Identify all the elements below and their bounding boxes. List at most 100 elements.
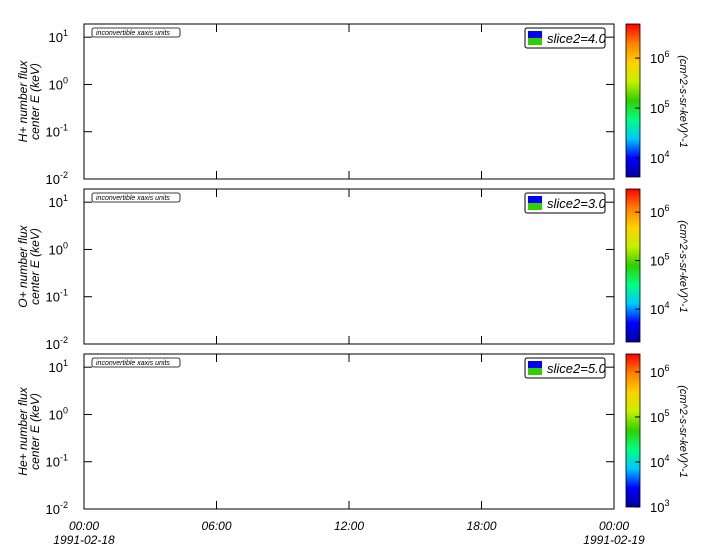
legend-icon [528,196,542,203]
tick-exponent: 0 [63,405,68,415]
y-axis-label: center E (keV) [28,63,42,140]
tick-exponent: -2 [60,170,68,180]
tick-label: 101 [49,28,68,45]
colorbar [625,353,641,508]
x-tick-label: 00:00 [69,519,99,533]
tick-exponent: 4 [664,149,669,159]
annotation: inconvertible xaxis units [96,360,170,367]
tick-exponent: -2 [60,500,68,510]
tick-label: 100 [49,240,68,257]
tick-label: 100 [49,405,68,422]
tick-base: 10 [49,360,63,375]
tick-label: 106 [650,49,669,66]
tick-label: 106 [650,203,669,220]
x-tick-label: 18:00 [466,519,496,533]
tick-exponent: -1 [60,123,68,133]
colorbar [625,23,641,178]
tick-label: 104 [650,453,669,470]
tick-base: 10 [49,407,63,422]
plot-area [83,188,615,345]
tick-label: 10-1 [46,453,68,470]
tick-label: 101 [49,193,68,210]
tick-base: 10 [650,254,664,269]
tick-base: 10 [49,195,63,210]
plot-area [83,23,615,180]
tick-exponent: 0 [63,75,68,85]
tick-exponent: -1 [60,288,68,298]
annotation-box [91,192,181,203]
tick-exponent: 3 [664,498,669,508]
tick-base: 10 [46,337,60,352]
legend-label: slice2=4.0 [547,31,607,46]
tick-label: 105 [650,252,669,269]
tick-label: 10-1 [46,288,68,305]
tick-label: 10-2 [46,500,68,517]
tick-label: 101 [49,358,68,375]
tick-base: 10 [650,500,664,515]
y-axis-label: center E (keV) [28,228,42,305]
tick-exponent: 1 [63,28,68,38]
tick-base: 10 [650,410,664,425]
x-tick-label: 06:00 [201,519,231,533]
tick-base: 10 [46,455,60,470]
tick-exponent: 6 [664,363,669,373]
tick-base: 10 [650,455,664,470]
x-tick-label: 12:00 [334,519,364,533]
annotation-box [91,357,181,368]
tick-exponent: 4 [664,453,669,463]
y-axis-label: H+ number flux [16,60,30,143]
tick-base: 10 [46,172,60,187]
tick-base: 10 [650,302,664,317]
tick-exponent: 0 [63,240,68,250]
tick-label: 104 [650,300,669,317]
colorbar-label: (cm^2-s-sr-keV)^-1 [677,55,689,148]
tick-label: 10-2 [46,335,68,352]
annotation-box [91,27,181,38]
tick-base: 10 [46,290,60,305]
y-axis-label: O+ number flux [16,224,30,307]
tick-exponent: 5 [664,252,669,262]
legend-label: slice2=5.0 [547,361,607,376]
legend-box [524,27,606,49]
legend-label: slice2=3.0 [547,196,607,211]
tick-exponent: 5 [664,408,669,418]
tick-exponent: 4 [664,300,669,310]
tick-base: 10 [650,101,664,116]
legend-box [524,357,606,379]
x-tick-label: 00:00 [599,519,629,533]
tick-base: 10 [46,502,60,517]
tick-base: 10 [650,151,664,166]
x-tick-date: 1991-02-18 [53,533,115,547]
legend-icon [528,368,542,375]
tick-label: 104 [650,149,669,166]
tick-base: 10 [650,51,664,66]
tick-exponent: 1 [63,358,68,368]
y-axis-label: He+ number flux [16,386,30,475]
tick-exponent: 1 [63,193,68,203]
tick-label: 105 [650,99,669,116]
tick-exponent: 6 [664,49,669,59]
tick-exponent: -1 [60,453,68,463]
legend-icon [528,203,542,210]
tick-exponent: 6 [664,203,669,213]
legend-box [524,192,606,214]
tick-base: 10 [49,77,63,92]
colorbar [625,188,641,343]
tick-label: 105 [650,408,669,425]
y-axis-label: center E (keV) [28,393,42,470]
tick-base: 10 [49,30,63,45]
x-tick-date: 1991-02-19 [583,533,645,547]
tick-label: 10-1 [46,123,68,140]
annotation: inconvertible xaxis units [96,195,170,202]
tick-label: 103 [650,498,669,515]
tick-base: 10 [49,242,63,257]
legend-icon [528,38,542,45]
legend-icon [528,31,542,38]
plot-area [83,353,615,510]
tick-exponent: -2 [60,335,68,345]
colorbar-label: (cm^2-s-sr-keV)^-1 [677,385,689,478]
tick-label: 100 [49,75,68,92]
tick-label: 10-2 [46,170,68,187]
tick-label: 106 [650,363,669,380]
